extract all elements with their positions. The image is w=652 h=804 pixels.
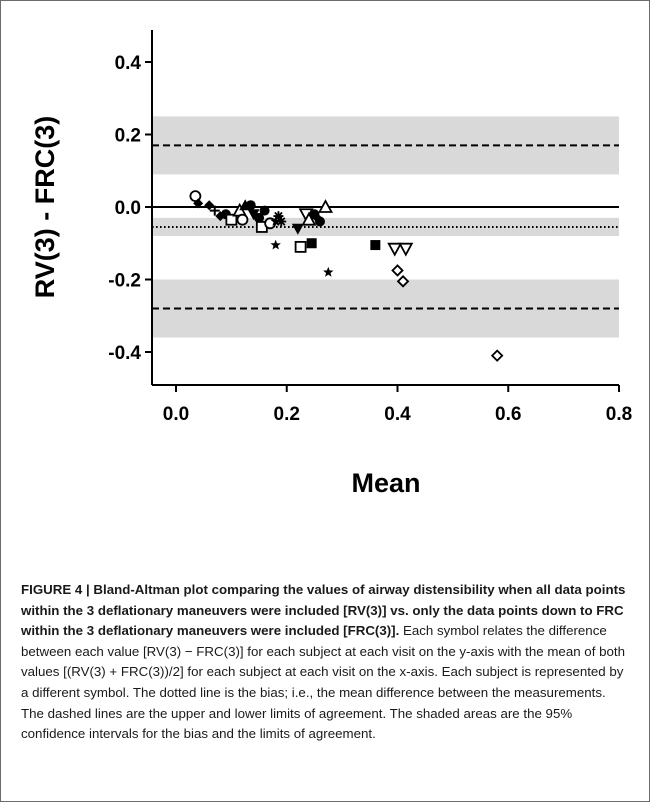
data-point-diamond-filled [204,200,215,211]
data-point-triangle-down-filled [247,209,260,221]
x-tick-label: 0.4 [384,404,411,425]
y-tick-label: -0.4 [108,343,141,364]
y-axis-label: RV(3) - FRC(3) [30,116,60,299]
data-point-triangle-down-open [398,242,414,257]
caption-title: FIGURE 4 | Bland-Altman plot comparing t… [21,582,626,639]
x-tick-label: 0.0 [163,404,189,425]
data-point-diamond-open [391,264,404,277]
data-point-asterisk [273,211,284,222]
y-tick-label: 0.0 [115,198,141,219]
data-point-triangle-down-open [387,242,403,257]
data-point-diamond-open [490,349,504,362]
data-point-circle-open [236,213,249,226]
data-point-circle-filled [259,205,270,216]
bland-altman-chart: 0.4 0.2 0.0 -0.2 -0.4 0.0 0.2 0.4 0.6 0.8 Mean RV… [30,30,632,498]
data-point-star-filled [270,216,281,226]
data-point-asterisk [276,216,287,227]
data-point-circle-open [189,190,202,203]
data-point-square-filled [370,240,381,251]
data-point-star-filled [270,239,281,250]
x-axis-label: Mean [351,468,420,498]
data-point-square-filled [306,238,317,249]
data-point-plus [209,205,220,216]
data-point-star-filled [323,266,334,277]
y-tick-label: -0.2 [108,271,141,292]
reference-lines [152,144,619,310]
caption-body: Each symbol relates the difference betwe… [21,623,625,742]
data-point-triangle-up-open [317,199,334,213]
data-points [189,190,504,362]
figure-caption: FIGURE 4 | Bland-Altman plot comparing t… [21,580,629,745]
data-point-circle-filled [245,200,256,211]
data-point-square-open [225,213,238,226]
data-point-circle-filled [314,216,325,227]
data-point-diamond-filled [193,198,204,209]
data-point-triangle-up-open [301,211,317,226]
axes: 0.4 0.2 0.0 -0.2 -0.4 0.0 0.2 0.4 0.6 0.8 [108,30,632,425]
data-point-diamond-open [396,275,410,288]
y-tick-label: 0.4 [115,53,142,74]
y-tick-label: 0.2 [115,126,141,147]
data-point-circle-filled [254,212,265,223]
data-point-square-open [294,240,307,253]
x-tick-label: 0.6 [495,404,521,425]
data-point-triangle-down-filled [291,223,304,235]
x-tick-label: 0.2 [274,404,300,425]
x-tick-label: 0.8 [606,404,632,425]
